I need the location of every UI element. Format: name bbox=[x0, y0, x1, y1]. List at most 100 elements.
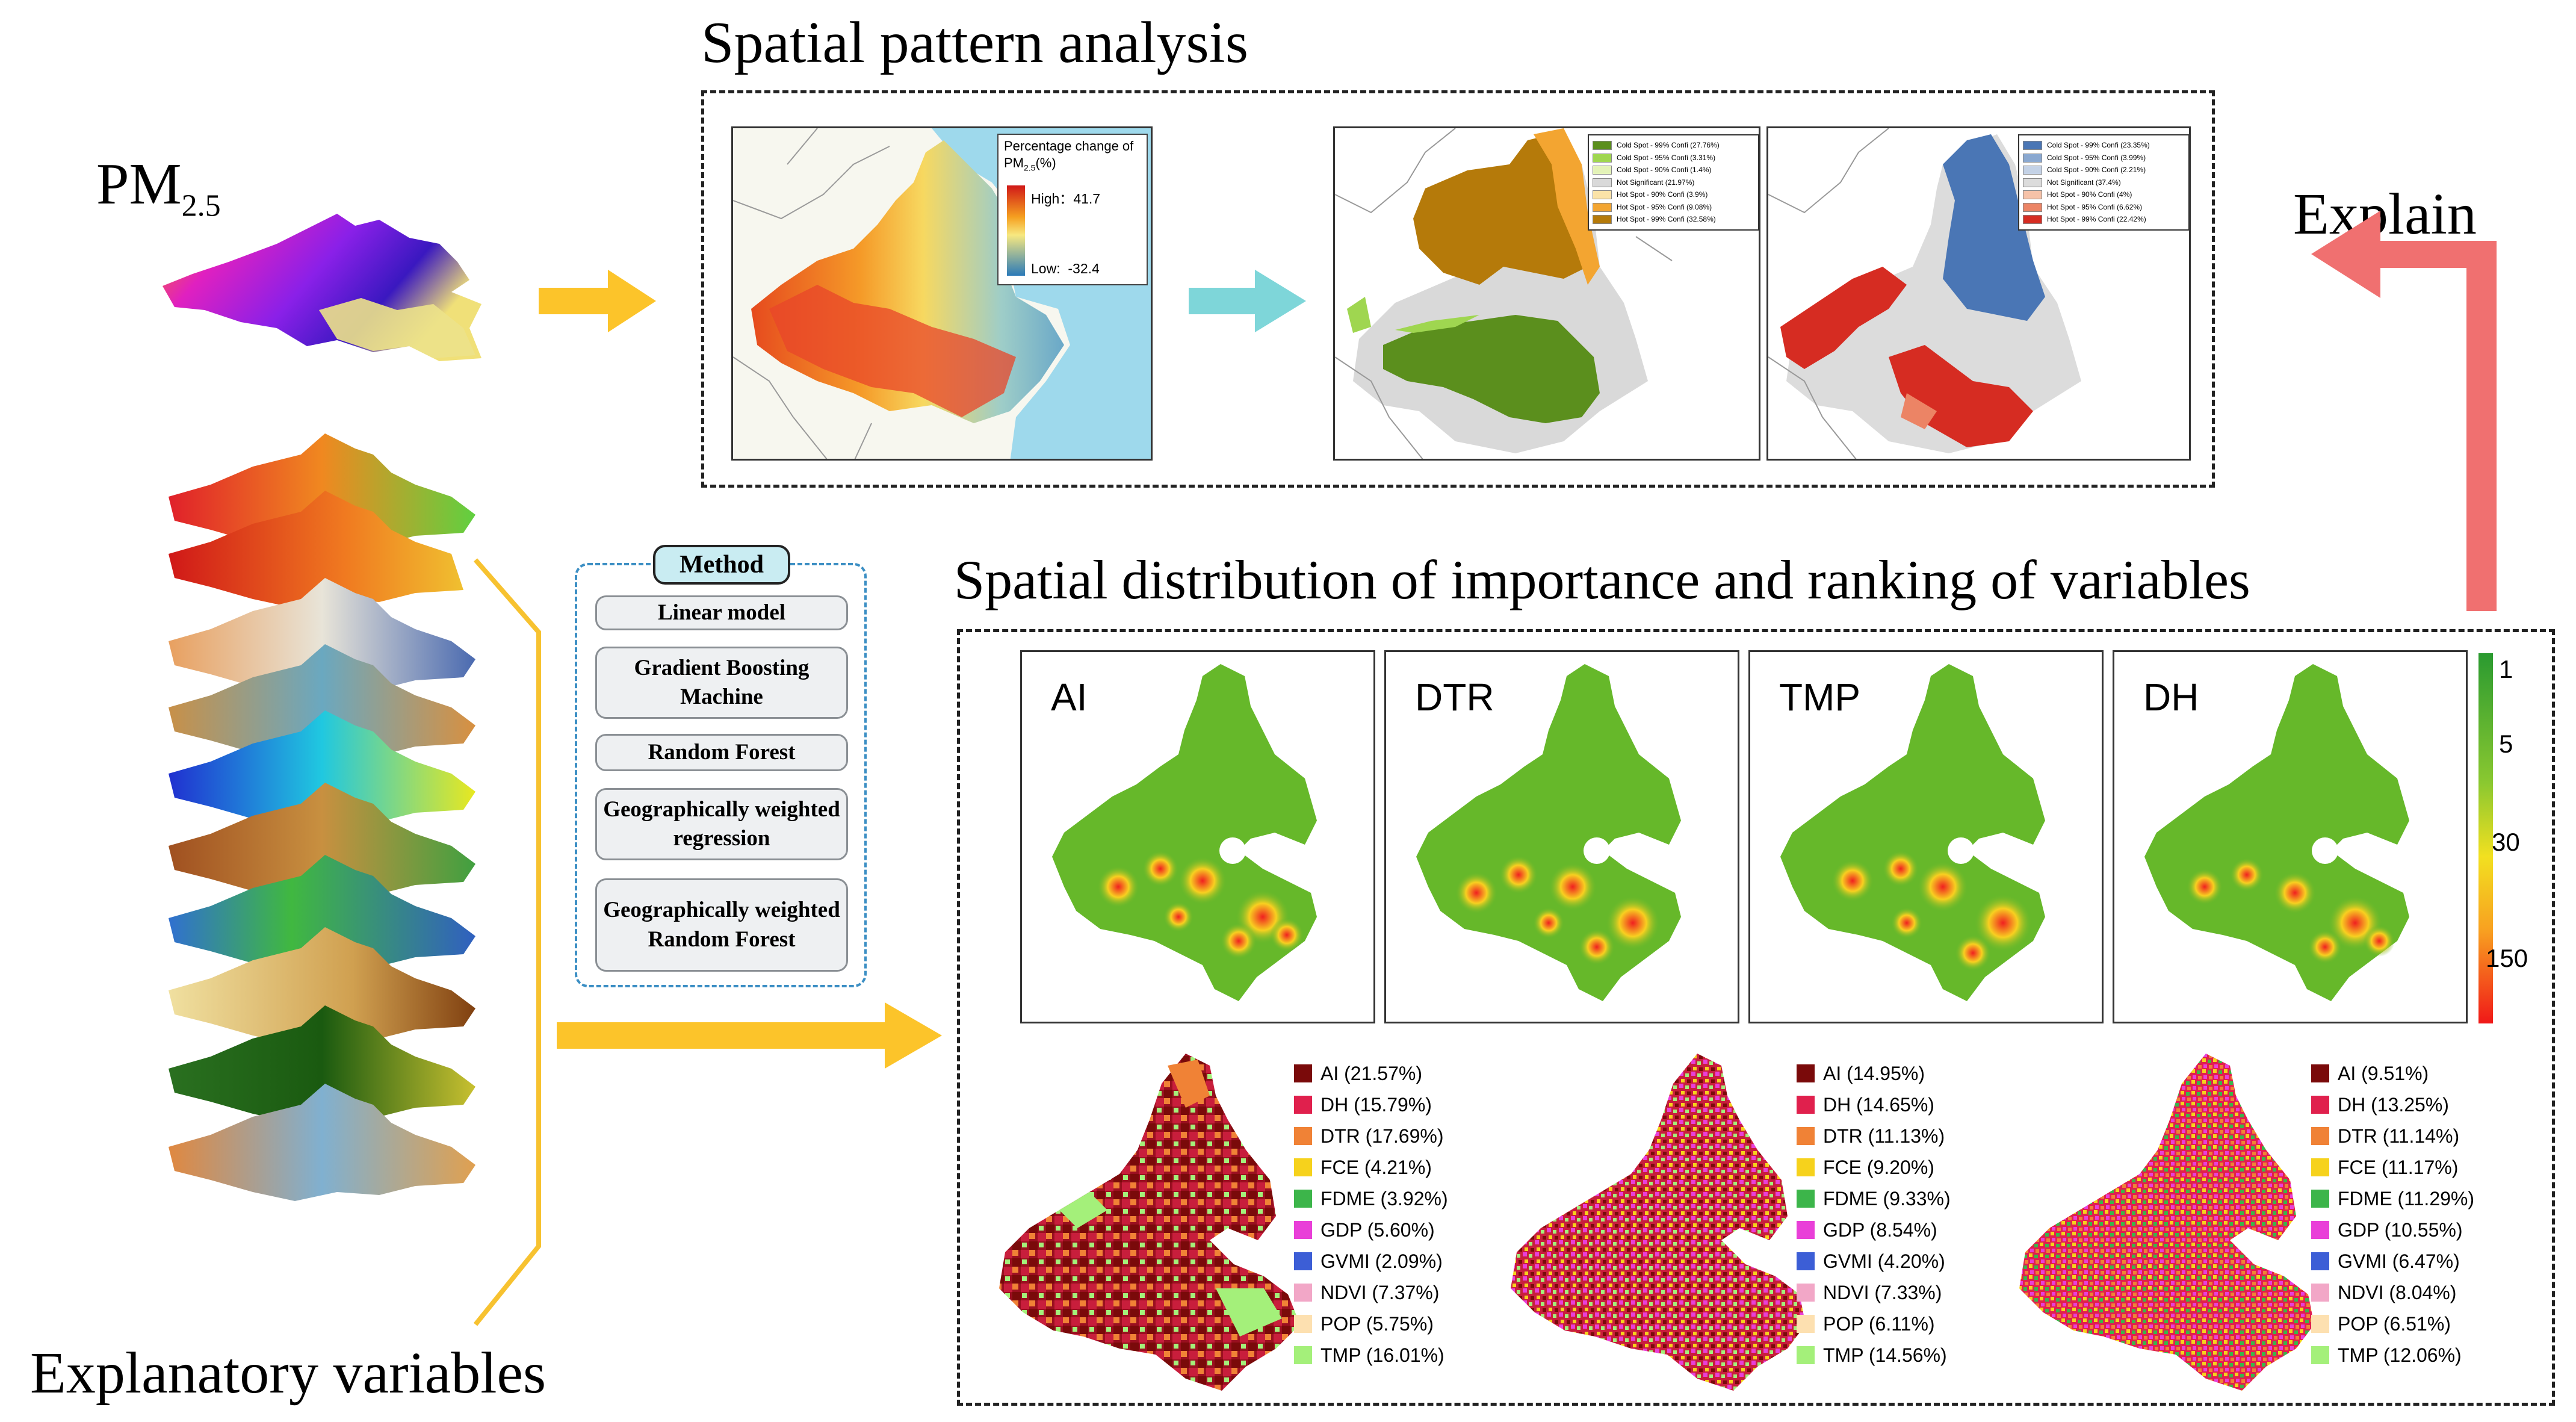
rank-map-dtr-svg bbox=[1416, 664, 1681, 1001]
il2-sw-3 bbox=[1797, 1158, 1815, 1177]
il1-label-6: GVMI (2.09%) bbox=[1321, 1250, 1443, 1272]
il3-sw-2 bbox=[2311, 1127, 2329, 1146]
il3-sw-6 bbox=[2311, 1252, 2329, 1271]
il1-sw-6 bbox=[1294, 1252, 1312, 1271]
method-gwr: Geographically weighted regression bbox=[595, 788, 848, 860]
il2-sw-2 bbox=[1797, 1127, 1815, 1146]
hs2-row-1: Cold Spot - 95% Confi (3.99%) bbox=[2019, 152, 2188, 164]
pct-legend-low: Low: -32.4 bbox=[1031, 261, 1100, 277]
rank-color-scale bbox=[2478, 653, 2493, 1023]
pct-change-map-svg bbox=[733, 128, 1151, 459]
rank-map-ai-svg bbox=[1052, 664, 1317, 1001]
hs1-label-6: Hot Spot - 99% Confi (32.58%) bbox=[1617, 215, 1716, 223]
il2-row-4: FDME (9.33%) bbox=[1797, 1188, 1951, 1218]
bracket bbox=[473, 558, 541, 1326]
layer-7 bbox=[169, 855, 475, 972]
il2-sw-5 bbox=[1797, 1221, 1815, 1240]
hs2-label-5: Hot Spot - 95% Confi (6.62%) bbox=[2047, 202, 2143, 211]
hs1-swatch-5 bbox=[1593, 202, 1612, 212]
il3-sw-1 bbox=[2311, 1096, 2329, 1114]
layer-4 bbox=[169, 644, 475, 762]
il3-row-2: DTR (11.14%) bbox=[2311, 1125, 2459, 1155]
il1-sw-0 bbox=[1294, 1064, 1312, 1083]
il3-sw-3 bbox=[2311, 1158, 2329, 1177]
il2-sw-6 bbox=[1797, 1252, 1815, 1271]
rank-map-dh: DH bbox=[2113, 650, 2468, 1023]
il1-sw-5 bbox=[1294, 1221, 1312, 1240]
hs1-row-3: Not Significant (21.97%) bbox=[1589, 176, 1758, 189]
il2-row-1: DH (14.65%) bbox=[1797, 1094, 1934, 1124]
il3-sw-0 bbox=[2311, 1064, 2329, 1083]
hs1-label-4: Hot Spot - 90% Confi (3.9%) bbox=[1617, 190, 1708, 199]
il2-row-5: GDP (8.54%) bbox=[1797, 1219, 1937, 1249]
il1-row-5: GDP (5.60%) bbox=[1294, 1219, 1435, 1249]
il2-label-2: DTR (11.13%) bbox=[1823, 1125, 1945, 1147]
rank-map-ai-label: AI bbox=[1051, 675, 1088, 719]
hs1-row-2: Cold Spot - 90% Confi (1.4%) bbox=[1589, 164, 1758, 176]
il3-row-1: DH (13.25%) bbox=[2311, 1094, 2449, 1124]
il1-label-2: DTR (17.69%) bbox=[1321, 1125, 1444, 1147]
il2-row-6: GVMI (4.20%) bbox=[1797, 1250, 1945, 1281]
il1-label-4: FDME (3.92%) bbox=[1321, 1188, 1448, 1209]
layer-5 bbox=[169, 710, 475, 828]
il2-row-8: POP (6.11%) bbox=[1797, 1313, 1935, 1343]
il3-label-2: DTR (11.14%) bbox=[2338, 1125, 2460, 1147]
hs2-label-6: Hot Spot - 99% Confi (22.42%) bbox=[2047, 215, 2146, 223]
importance-legend-2: AI (14.95%) DH (14.65%) DTR (11.13%) FCE… bbox=[1797, 1063, 1977, 1376]
hs1-row-4: Hot Spot - 90% Confi (3.9%) bbox=[1589, 188, 1758, 201]
il1-row-2: DTR (17.69%) bbox=[1294, 1125, 1444, 1155]
hs2-label-0: Cold Spot - 99% Confi (23.35%) bbox=[2047, 141, 2150, 149]
il2-sw-1 bbox=[1797, 1096, 1815, 1114]
hotspot-map-1: Cold Spot - 99% Confi (27.76%) Cold Spot… bbox=[1333, 126, 1760, 461]
il3-label-9: TMP (12.06%) bbox=[2338, 1344, 2462, 1366]
il2-label-4: FDME (9.33%) bbox=[1823, 1188, 1951, 1209]
il2-row-3: FCE (9.20%) bbox=[1797, 1157, 1934, 1187]
method-box: Method Linear model Gradient Boosting Ma… bbox=[575, 545, 867, 987]
il3-row-8: POP (6.51%) bbox=[2311, 1313, 2451, 1343]
il3-row-4: FDME (11.29%) bbox=[2311, 1188, 2474, 1218]
hs1-swatch-6 bbox=[1593, 215, 1612, 225]
hotspot-legend-1: Cold Spot - 99% Confi (27.76%) Cold Spot… bbox=[1588, 134, 1759, 231]
hs2-row-6: Hot Spot - 99% Confi (22.42%) bbox=[2019, 213, 2188, 226]
hs2-swatch-6 bbox=[2023, 215, 2042, 225]
il3-sw-8 bbox=[2311, 1315, 2329, 1334]
il1-sw-8 bbox=[1294, 1315, 1312, 1334]
hs1-row-5: Hot Spot - 95% Confi (9.08%) bbox=[1589, 201, 1758, 214]
pm25-main: PM bbox=[96, 152, 182, 217]
il3-row-7: NDVI (8.04%) bbox=[2311, 1282, 2456, 1312]
hs1-label-1: Cold Spot - 95% Confi (3.31%) bbox=[1617, 153, 1716, 162]
il2-row-0: AI (14.95%) bbox=[1797, 1063, 1925, 1093]
rank-map-ai-hotspots bbox=[1097, 851, 1304, 959]
il2-label-9: TMP (14.56%) bbox=[1823, 1344, 1947, 1366]
il1-label-1: DH (15.79%) bbox=[1321, 1094, 1432, 1116]
il3-label-4: FDME (11.29%) bbox=[2338, 1188, 2475, 1209]
il1-label-9: TMP (16.01%) bbox=[1321, 1344, 1444, 1366]
hs1-swatch-0 bbox=[1593, 141, 1612, 151]
hs2-swatch-0 bbox=[2023, 141, 2042, 151]
il1-row-7: NDVI (7.37%) bbox=[1294, 1282, 1439, 1312]
il1-label-0: AI (21.57%) bbox=[1321, 1063, 1422, 1084]
hs2-row-4: Hot Spot - 90% Confi (4%) bbox=[2019, 188, 2188, 201]
hs2-label-3: Not Significant (37.4%) bbox=[2047, 178, 2121, 187]
il3-sw-9 bbox=[2311, 1346, 2329, 1365]
rank-scale-5: 5 bbox=[2499, 730, 2513, 758]
il1-label-7: NDVI (7.37%) bbox=[1321, 1282, 1440, 1303]
rank-map-tmp-label: TMP bbox=[1779, 675, 1861, 719]
il1-row-3: FCE (4.21%) bbox=[1294, 1157, 1432, 1187]
rank-map-dh-label: DH bbox=[2143, 675, 2199, 719]
il2-row-9: TMP (14.56%) bbox=[1797, 1344, 1947, 1374]
il3-label-5: GDP (10.55%) bbox=[2338, 1219, 2463, 1241]
pm25-sub: 2.5 bbox=[181, 188, 221, 223]
il2-label-8: POP (6.11%) bbox=[1823, 1313, 1935, 1335]
il1-row-1: DH (15.79%) bbox=[1294, 1094, 1432, 1124]
il2-label-1: DH (14.65%) bbox=[1823, 1094, 1934, 1116]
hs1-row-1: Cold Spot - 95% Confi (3.31%) bbox=[1589, 152, 1758, 164]
method-random-forest: Random Forest bbox=[595, 734, 848, 771]
pct-change-map: Percentage change of PM2.5(%) High：41.7 … bbox=[731, 126, 1153, 461]
il3-row-9: TMP (12.06%) bbox=[2311, 1344, 2462, 1374]
importance-title: Spatial distribution of importance and r… bbox=[954, 549, 2250, 610]
il2-label-5: GDP (8.54%) bbox=[1823, 1219, 1937, 1241]
il1-sw-1 bbox=[1294, 1096, 1312, 1114]
il1-label-5: GDP (5.60%) bbox=[1321, 1219, 1435, 1241]
il3-label-0: AI (9.51%) bbox=[2338, 1063, 2429, 1084]
